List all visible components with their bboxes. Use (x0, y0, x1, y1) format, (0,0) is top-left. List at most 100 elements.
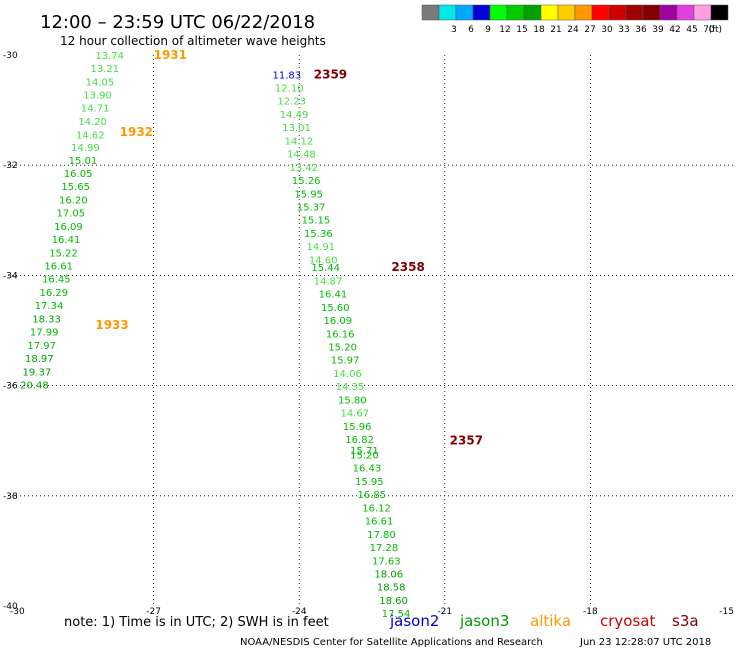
swh-label: 15.37 (297, 203, 326, 214)
footer-timestamp: Jun 23 12:28:07 UTC 2018 (579, 637, 711, 648)
legend-label: 33 (618, 25, 629, 35)
time-label: 2359 (314, 67, 347, 81)
swh-label: 16.29 (40, 288, 69, 299)
legend-swatch (557, 4, 576, 21)
swh-label: 18.33 (32, 314, 61, 325)
map-grid (8, 55, 736, 606)
legend-swatch (608, 4, 627, 21)
legend-swatch (438, 4, 457, 21)
legend-swatch (693, 4, 712, 21)
swh-label: 14.71 (81, 103, 110, 114)
swh-label: 14.87 (314, 276, 343, 287)
swh-label: 14.12 (285, 136, 314, 147)
footer-credit: NOAA/NESDIS Center for Satellite Applica… (240, 637, 543, 648)
swh-label: 14.05 (86, 77, 115, 88)
swh-label: 16.61 (365, 517, 394, 528)
swh-label: 15.71 (350, 446, 379, 457)
swh-label: 15.36 (304, 229, 333, 240)
swh-label: 13.01 (282, 123, 311, 134)
legend-label: 39 (652, 25, 664, 35)
legend-label: 27 (584, 25, 595, 35)
legend-swatch (540, 4, 559, 21)
swh-label: 20.48 (20, 380, 49, 391)
legend-unit: (ft) (708, 25, 722, 35)
x-tick-label: -15 (719, 607, 734, 617)
swh-label: 13.74 (95, 51, 124, 62)
swh-label: 15.96 (343, 422, 372, 433)
y-tick-label: -38 (3, 492, 18, 502)
map-subtitle: 12 hour collection of altimeter wave hei… (60, 34, 326, 48)
swh-label: 17.05 (57, 209, 86, 220)
legend-swatch (489, 4, 508, 21)
legend-label: 21 (550, 25, 561, 35)
legend-label: 42 (669, 25, 680, 35)
satellite-name: s3a (672, 612, 699, 630)
legend-label: 3 (451, 25, 457, 35)
legend-swatch (710, 4, 729, 21)
legend-label: 15 (516, 25, 527, 35)
legend-label: 6 (468, 25, 474, 35)
swh-label: 13.42 (289, 163, 318, 174)
legend-swatch (506, 4, 525, 21)
swh-label: 14.48 (287, 150, 316, 161)
swh-label: 16.12 (362, 503, 391, 514)
swh-label: 15.15 (302, 216, 331, 227)
swh-label: 18.58 (377, 583, 406, 594)
swh-label: 12.23 (277, 97, 306, 108)
y-tick-label: -34 (3, 271, 18, 281)
legend-swatch (455, 4, 474, 21)
legend-swatch (642, 4, 661, 21)
swh-label: 17.54 (382, 609, 411, 620)
swh-label: 18.97 (25, 354, 54, 365)
swh-label: 15.44 (311, 263, 340, 274)
swh-label: 16.20 (59, 195, 88, 206)
swh-label: 16.41 (319, 290, 348, 301)
swh-label: 16.82 (345, 435, 374, 446)
swh-label: 14.99 (71, 143, 100, 154)
legend-swatch (574, 4, 593, 21)
swh-label: 17.80 (367, 530, 396, 541)
legend-label: 70 (703, 25, 715, 35)
swh-label: 19.37 (23, 367, 52, 378)
swh-label: 14.62 (76, 130, 105, 141)
x-tick-label: -24 (292, 607, 307, 617)
satellite-name: jason2 (389, 612, 439, 630)
legend-swatch (659, 4, 678, 21)
legend-swatch (625, 4, 644, 21)
satellite-name: cryosat (600, 612, 655, 630)
x-tick-label: -18 (583, 607, 598, 617)
x-tick-label: -21 (437, 607, 452, 617)
legend-label: 9 (485, 25, 491, 35)
swh-label: 13.90 (83, 91, 112, 102)
swh-label: 15.20 (350, 450, 379, 461)
y-tick-label: -32 (3, 161, 18, 171)
legend-swatch (591, 4, 610, 21)
swh-label: 16.09 (323, 316, 352, 327)
swh-label: 15.26 (292, 176, 321, 187)
y-tick-label: -30 (3, 51, 18, 61)
legend-label: 45 (686, 25, 697, 35)
y-tick-label: -36 (3, 382, 18, 392)
swh-label: 16.61 (44, 261, 73, 272)
map-axes: -30 -27 -24 -21 -18 -15 -30 -32 -34 -36 -38 -40 (3, 51, 734, 617)
swh-label: 17.99 (30, 328, 59, 339)
swh-label: 13.21 (91, 64, 120, 75)
legend-label: 24 (567, 25, 579, 35)
time-label: 2358 (391, 260, 424, 274)
swh-label: 14.91 (306, 242, 335, 253)
legend-swatch (523, 4, 542, 21)
time-label: 1932 (120, 125, 153, 139)
y-tick-label: -40 (3, 602, 18, 612)
swh-label: 12.10 (275, 84, 304, 95)
map-title: 12:00 – 23:59 UTC 06/22/2018 (40, 12, 315, 33)
x-tick-label: -27 (146, 607, 161, 617)
swh-label: 14.60 (309, 255, 338, 266)
swh-label: 15.95 (355, 477, 384, 488)
legend-label: 12 (499, 25, 510, 35)
swh-label: 15.97 (331, 356, 360, 367)
swh-label: 15.80 (338, 395, 367, 406)
footer-note: note: 1) Time is in UTC; 2) SWH is in fe… (64, 615, 329, 630)
swh-label: 14.06 (333, 369, 362, 380)
swh-label: 15.60 (321, 303, 350, 314)
